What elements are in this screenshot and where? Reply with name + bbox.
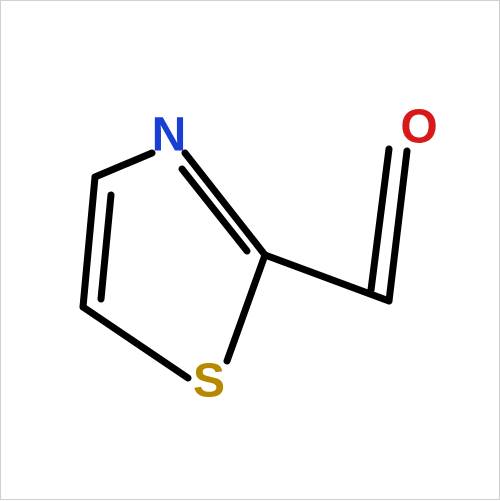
atom-oxygen: O [400,100,437,155]
bond-layer [1,1,500,501]
molecule-diagram: N O S [0,0,500,500]
atom-sulfur: S [193,354,225,409]
atom-nitrogen: N [152,108,187,163]
